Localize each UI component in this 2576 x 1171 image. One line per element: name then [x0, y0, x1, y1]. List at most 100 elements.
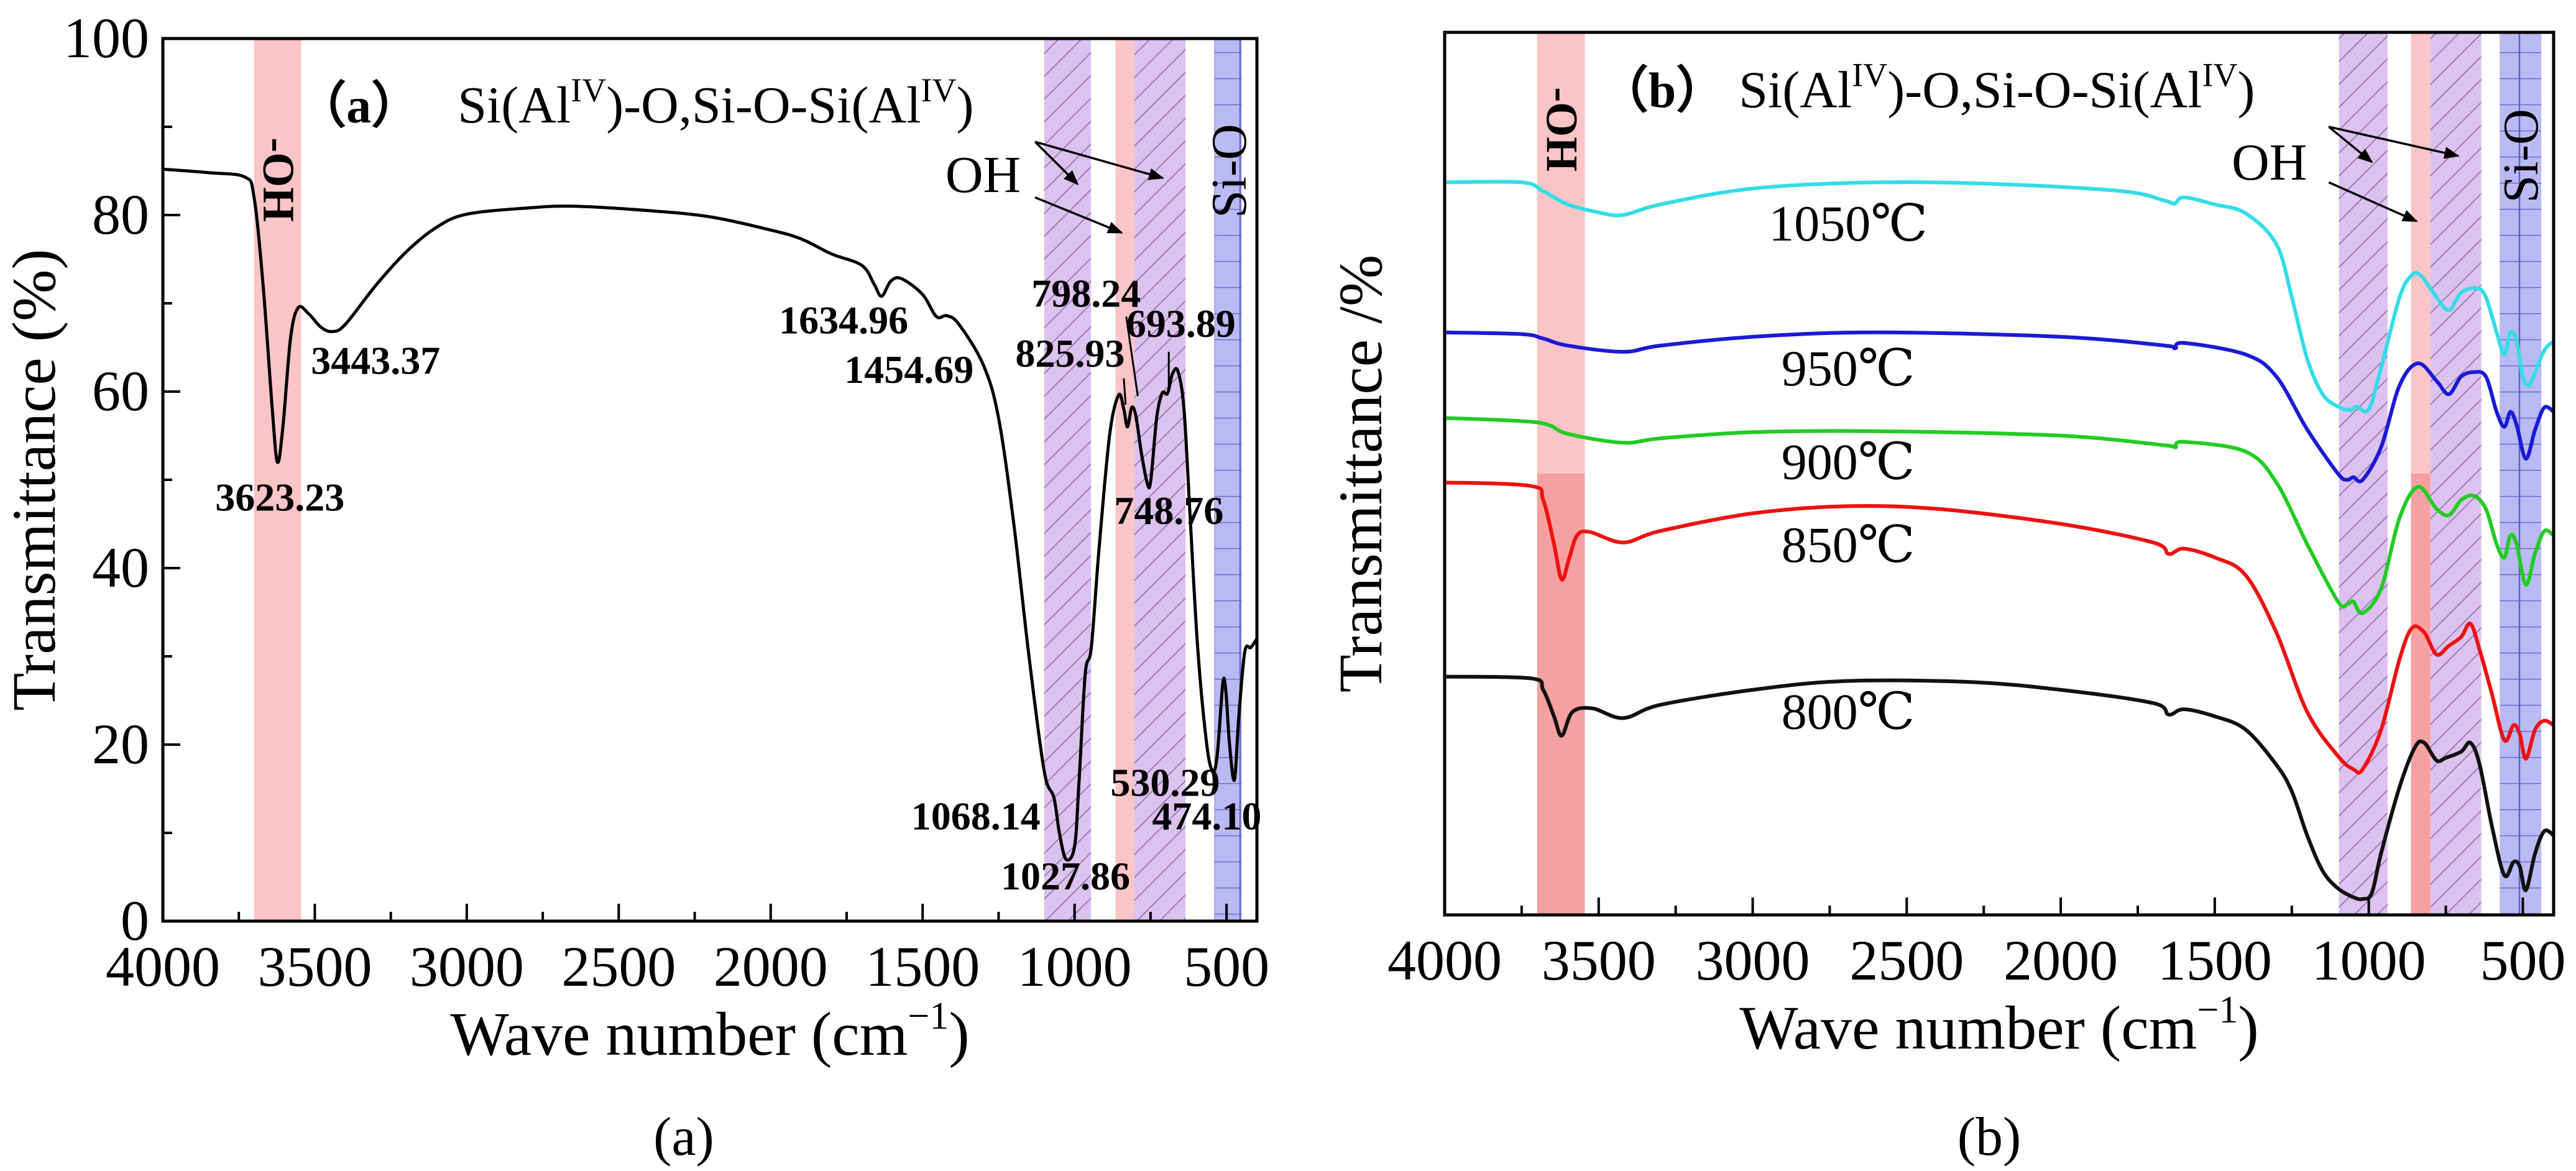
- x-tick-label: 1500: [865, 935, 980, 998]
- series-line-900c: [1444, 416, 2555, 615]
- bond-label-part: )-O,Si-O-Si(Al: [606, 76, 921, 134]
- x-tick-label: 1000: [2312, 929, 2426, 992]
- sialo-band-1: [2339, 32, 2388, 915]
- x-tick-label: 500: [1184, 935, 1269, 998]
- x-tick-label: 500: [2480, 929, 2565, 992]
- x-axis-title-part: Wave number (cm: [1739, 993, 2197, 1062]
- panel-b-chart: 4000 3500 3000 2500 2000 1500 1000 500 Wave numb…: [1326, 30, 2565, 1167]
- x-tick-label: 2000: [2003, 929, 2118, 992]
- bond-label-part: ): [957, 76, 974, 134]
- y-tick-label: 80: [92, 183, 149, 246]
- arrow-to-oh-band: [1034, 196, 1123, 234]
- x-tick-label: 3000: [410, 935, 524, 998]
- sialo-band-3: [2430, 32, 2482, 915]
- x-axis-title-superscript: −1: [2197, 989, 2238, 1031]
- arrow-to-band-2: [2328, 126, 2460, 159]
- oh-band-upper-0: [1537, 32, 1585, 474]
- oh-band-label: -OH: [254, 137, 303, 222]
- superscript-iv: IV: [921, 71, 957, 109]
- x-tick-label: 4000: [106, 935, 220, 998]
- x-tick-label: 2500: [561, 935, 676, 998]
- sio-band-4: [2500, 32, 2542, 915]
- sio-band-4: [1214, 39, 1242, 921]
- bond-label-part: ): [2238, 62, 2255, 119]
- peak-label: 748.76: [1114, 489, 1223, 533]
- x-tick-label: 2500: [1849, 929, 1964, 992]
- x-tick-label: 4000: [1387, 929, 1502, 992]
- x-tick-label: 3500: [1542, 929, 1656, 992]
- oh-band-label: -OH: [1537, 87, 1586, 172]
- superscript-iv: IV: [571, 71, 606, 109]
- y-tick-label: 60: [92, 359, 149, 423]
- x-axis-title-part: ): [949, 999, 969, 1068]
- oh-assignment-label: OH: [945, 146, 1021, 204]
- oh-band-2: [1115, 39, 1134, 921]
- series-line-800c: [1444, 674, 2555, 901]
- peak-label: 3623.23: [215, 475, 344, 520]
- x-tick-label: 1500: [2158, 929, 2272, 992]
- y-axis-title: Transmittance /%: [1326, 255, 1395, 693]
- sio-band-label: Si-O: [2494, 109, 2549, 203]
- peak-label: 825.93: [1015, 331, 1125, 375]
- bond-label-part: Si(Al: [458, 76, 571, 134]
- series-label: 900℃: [1782, 434, 1915, 490]
- panel-caption: (a): [653, 1107, 714, 1167]
- sialo-band-3: [1134, 39, 1186, 921]
- x-axis-title-superscript: −1: [908, 995, 949, 1037]
- series-line-950c: [1444, 330, 2555, 484]
- peak-label: 1634.96: [779, 298, 908, 342]
- panel-tag: （b）: [1599, 64, 1726, 119]
- peak-label: 1068.14: [911, 794, 1041, 838]
- series-label: 850℃: [1782, 517, 1915, 573]
- panel-a-chart: 4000 3500 3000 2500 2000 1500 1000 500 0 20 40 60 80…: [0, 6, 1269, 1167]
- bond-assignment-label: Si(AlIV)-O,Si-O-Si(AlIV): [458, 71, 973, 134]
- y-axis-title: Transmittance (%): [0, 249, 68, 710]
- arrow-to-oh-band: [2328, 181, 2418, 223]
- series-line-sample: [162, 167, 1259, 862]
- oh-band-0: [254, 39, 301, 921]
- sio-band-label: Si-O: [1202, 124, 1257, 218]
- x-axis-title: Wave number (cm−1): [1739, 989, 2258, 1062]
- y-tick-label: 100: [63, 6, 149, 70]
- superscript-iv: IV: [1852, 57, 1887, 94]
- oh-band-upper-2: [2411, 32, 2431, 474]
- arrow-to-band-2: [1034, 140, 1164, 180]
- x-tick-label: 2000: [714, 935, 828, 998]
- y-tick-label: 40: [92, 536, 149, 599]
- band-group: [254, 39, 1242, 921]
- series-label: 950℃: [1782, 340, 1915, 397]
- band-group: [1537, 32, 2542, 915]
- series-line-850c: [1444, 480, 2555, 775]
- bond-label-part: Si(Al: [1739, 62, 1852, 119]
- x-tick-label: 3000: [1696, 929, 1810, 992]
- series-label: 1050℃: [1769, 195, 1928, 252]
- peak-label: 3443.37: [311, 339, 440, 383]
- superscript-iv: IV: [2202, 57, 2238, 94]
- peak-label: 530.29: [1110, 760, 1220, 804]
- panel-tag: （a）: [297, 79, 421, 134]
- peak-label: 474.10: [1152, 794, 1261, 838]
- y-tick-label: 20: [92, 712, 149, 776]
- arrow-to-band-1: [2328, 126, 2373, 163]
- oh-band-lower-2: [2411, 474, 2431, 915]
- peak-label: 693.89: [1126, 301, 1236, 346]
- x-tick-label: 1000: [1018, 935, 1132, 998]
- x-axis-title-part: Wave number (cm: [450, 999, 908, 1068]
- peak-label: 1027.86: [1001, 854, 1130, 898]
- x-axis-title-part: ): [2238, 993, 2258, 1062]
- x-axis-title: Wave number (cm−1): [450, 995, 969, 1068]
- arrow-to-band-1: [1034, 140, 1079, 186]
- panel-caption: (b): [1957, 1107, 2022, 1167]
- bond-label-part: )-O,Si-O-Si(Al: [1887, 62, 2202, 119]
- peak-label: 1454.69: [844, 347, 973, 392]
- plot-frame: [1443, 30, 2555, 917]
- peak-leader-826: [1123, 378, 1127, 405]
- peak-label: 798.24: [1031, 272, 1141, 316]
- y-tick-label: 0: [121, 889, 149, 952]
- peak-leader-798: [1125, 316, 1139, 397]
- series-label: 800℃: [1782, 683, 1915, 740]
- sialo-band-1: [1044, 39, 1092, 921]
- series-line-1050c: [1444, 180, 2555, 413]
- bond-assignment-label: Si(AlIV)-O,Si-O-Si(AlIV): [1739, 57, 2255, 119]
